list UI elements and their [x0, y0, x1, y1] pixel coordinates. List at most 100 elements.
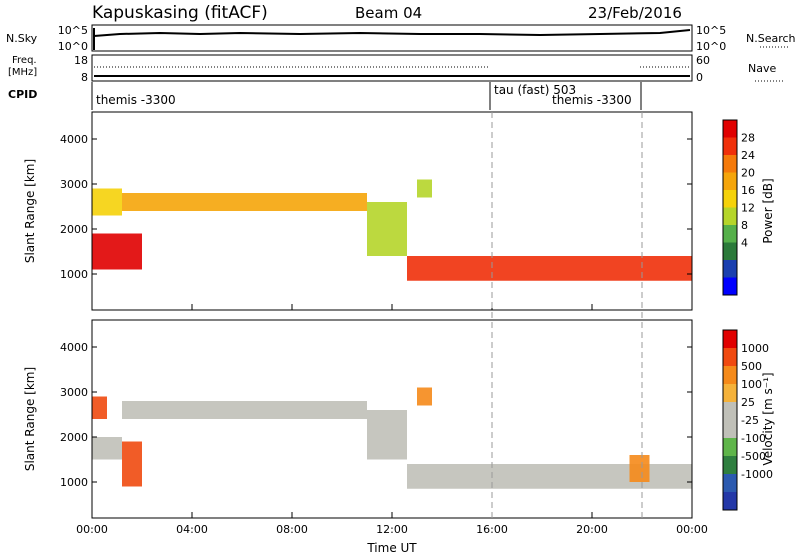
- power-colorbar-tick-6: 4: [741, 237, 748, 250]
- band-1-4: [367, 410, 407, 460]
- velocity-colorbar-tick-2: 100: [741, 378, 762, 391]
- velocity-colorbar-tick-5: -100: [741, 432, 766, 445]
- xtick-label-3: 12:00: [376, 523, 408, 536]
- nave-tick-top: 60: [696, 54, 710, 67]
- freq-label-line1: Freq.: [12, 55, 37, 66]
- velocity-colorbar-tick-7: -1000: [741, 468, 773, 481]
- band-1-0: [92, 396, 107, 419]
- power-colorbar-swatch-4: [723, 207, 737, 225]
- band-1-2: [122, 441, 142, 487]
- power-colorbar-frame: [722, 119, 738, 296]
- velocity-yticks: 4000 3000 2000 1000: [60, 341, 692, 489]
- power-colorbar-tick-1: 24: [741, 149, 755, 162]
- power-colorbar-swatch-9: [723, 120, 737, 138]
- cpid-entry-2: tau (fast) 503: [494, 83, 576, 97]
- velocity-colorbar-swatch-7: [723, 366, 737, 384]
- power-yticks: 4000 3000 2000 1000: [60, 133, 692, 281]
- velocity-colorbar-swatch-0: [723, 492, 737, 510]
- power-colorbar-swatch-7: [723, 155, 737, 173]
- power-colorbar-swatch-0: [723, 277, 737, 295]
- xtick-label-2: 08:00: [276, 523, 308, 536]
- power-colorbar-swatch-5: [723, 190, 737, 208]
- xtick-label-0: 00:00: [76, 523, 108, 536]
- nsky-label: N.Sky: [6, 32, 38, 45]
- power-colorbar-label: Power [dB]: [761, 178, 775, 243]
- freq-label-line2: [MHz]: [8, 67, 37, 78]
- cpid-entry-1: themis -3300: [96, 93, 176, 107]
- freq-tick-top: 18: [74, 54, 88, 67]
- power-colorbar-swatch-2: [723, 242, 737, 260]
- nave-tick-bottom: 0: [696, 71, 703, 84]
- band-1-6: [417, 387, 432, 406]
- nsearch-label: N.Search: [746, 32, 796, 45]
- band-0-4: [407, 256, 692, 281]
- velocity-colorbar-frame: [722, 329, 738, 511]
- velocity-colorbar-swatch-3: [723, 438, 737, 456]
- nsearch-tick-top: 10^5: [696, 24, 726, 37]
- velocity-panel: 4000 3000 2000 1000 00:00 04:00 08:00 12:00 16:…: [23, 319, 708, 554]
- velocity-colorbar-label: Velocity [m s⁻¹]: [761, 372, 775, 465]
- ytick-label-1-2: 2000: [60, 431, 88, 444]
- velocity-colorbar: 1000 500 100 25 -25 -100 -500 -1000: [722, 329, 773, 511]
- power-colorbar-tick-5: 8: [741, 219, 748, 232]
- ytick-label-0-3: 1000: [60, 268, 88, 281]
- nsky-tick-bottom: 10^0: [58, 40, 88, 53]
- velocity-colorbar-swatch-4: [723, 420, 737, 438]
- nsky-tick-top: 10^5: [58, 24, 88, 37]
- velocity-colorbar-swatch-5: [723, 402, 737, 420]
- nsearch-tick-bottom: 10^0: [696, 40, 726, 53]
- ytick-label-1-0: 4000: [60, 341, 88, 354]
- velocity-colorbar-swatch-2: [723, 456, 737, 474]
- power-colorbar-tick-4: 12: [741, 202, 755, 215]
- xtick-label-4: 16:00: [476, 523, 508, 536]
- velocity-colorbar-tick-4: -25: [741, 414, 759, 427]
- date-title: 23/Feb/2016: [588, 4, 682, 22]
- power-ylabel: Slant Range [km]: [23, 159, 37, 263]
- ytick-label-0-1: 3000: [60, 178, 88, 191]
- ytick-label-0-0: 4000: [60, 133, 88, 146]
- band-0-3: [367, 202, 407, 256]
- band-1-3: [122, 401, 367, 419]
- power-colorbar-swatch-1: [723, 260, 737, 278]
- band-0-2: [122, 193, 367, 211]
- power-bands: [92, 179, 692, 281]
- velocity-colorbar-tick-6: -500: [741, 450, 766, 463]
- velocity-colorbar-tick-1: 500: [741, 360, 762, 373]
- ytick-label-0-2: 2000: [60, 223, 88, 236]
- velocity-colorbar-swatch-6: [723, 384, 737, 402]
- nave-label: Nave: [748, 62, 776, 75]
- xtick-label-1: 04:00: [176, 523, 208, 536]
- band-0-5: [417, 179, 432, 198]
- velocity-xticks: 00:00 04:00 08:00 12:00 16:00 20:00 00:00: [76, 512, 708, 536]
- velocity-bands: [92, 387, 692, 489]
- band-1-7: [629, 455, 650, 482]
- power-colorbar-swatch-3: [723, 225, 737, 243]
- power-colorbar-swatch-8: [723, 137, 737, 155]
- cpid-label: CPID: [8, 88, 37, 101]
- band-0-0: [92, 188, 122, 216]
- power-colorbar-tick-0: 28: [741, 132, 755, 145]
- nsky-trace: [93, 29, 691, 37]
- velocity-xlabel: Time UT: [366, 541, 417, 554]
- ytick-label-1-1: 3000: [60, 386, 88, 399]
- velocity-colorbar-swatch-9: [723, 330, 737, 348]
- velocity-colorbar-swatch-8: [723, 348, 737, 366]
- power-colorbar-tick-2: 20: [741, 167, 755, 180]
- velocity-colorbar-swatch-1: [723, 474, 737, 492]
- power-colorbar-swatch-6: [723, 172, 737, 190]
- band-1-1: [92, 437, 122, 460]
- station-title: Kapuskasing (fitACF): [92, 3, 268, 23]
- ytick-label-1-3: 1000: [60, 476, 88, 489]
- velocity-colorbar-tick-0: 1000: [741, 342, 769, 355]
- velocity-ylabel: Slant Range [km]: [23, 367, 37, 471]
- freq-panel: [91, 54, 693, 82]
- power-colorbar-tick-3: 16: [741, 184, 755, 197]
- power-xticks: [91, 304, 693, 310]
- xtick-label-6: 00:00: [676, 523, 708, 536]
- band-0-1: [92, 233, 142, 270]
- beam-title: Beam 04: [355, 4, 422, 22]
- cpid-entry-3: themis -3300: [552, 93, 632, 107]
- nsky-panel: [91, 24, 693, 52]
- power-panel: 4000 3000 2000 1000 Slant Range [km]: [23, 111, 693, 311]
